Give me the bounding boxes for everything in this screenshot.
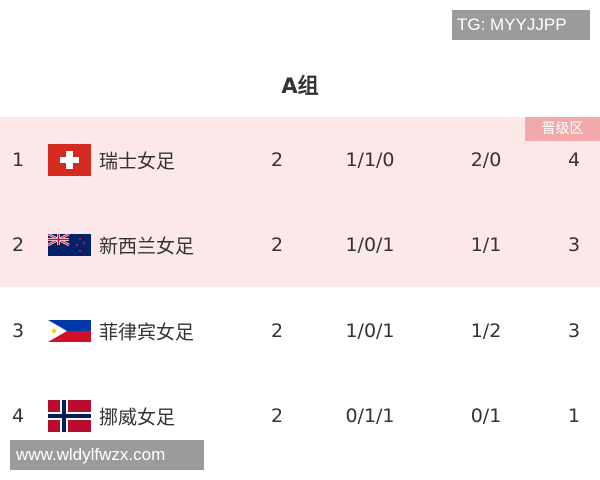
- played: 2: [270, 149, 284, 171]
- rank: 2: [12, 234, 25, 256]
- win-draw-loss: 1/0/1: [345, 234, 395, 256]
- team-name: 菲律宾女足: [99, 321, 195, 344]
- norway-flag-icon: [48, 400, 91, 432]
- win-draw-loss: 0/1/1: [345, 405, 395, 427]
- goals: 1/2: [470, 320, 502, 342]
- qualify-badge: 晋级区: [525, 117, 600, 141]
- points: 3: [567, 320, 581, 342]
- new-zealand-flag-icon: [48, 234, 91, 256]
- rank: 4: [12, 405, 25, 427]
- win-draw-loss: 1/1/0: [345, 149, 395, 171]
- rank: 3: [12, 320, 25, 342]
- played: 2: [270, 234, 284, 256]
- watermark-bottom: www.wldylfwzx.com: [10, 440, 204, 470]
- played: 2: [270, 405, 284, 427]
- points: 1: [567, 405, 581, 427]
- played: 2: [270, 320, 284, 342]
- table-row[interactable]: 2 新西兰女足 2 1/0/1 1/1 3: [0, 225, 600, 265]
- goals: 1/1: [470, 234, 502, 256]
- table-row[interactable]: 1 瑞士女足 2 1/1/0 2/0 4: [0, 140, 600, 180]
- qualification-zone: [0, 117, 600, 287]
- goals: 2/0: [470, 149, 502, 171]
- table-row[interactable]: 4 挪威女足 2 0/1/1 0/1 1: [0, 396, 600, 436]
- group-title: A组: [281, 74, 319, 98]
- goals: 0/1: [470, 405, 502, 427]
- table-row[interactable]: 3 菲律宾女足 2 1/0/1 1/2 3: [0, 311, 600, 351]
- philippines-flag-icon: [48, 320, 91, 342]
- team-name: 瑞士女足: [99, 150, 176, 173]
- win-draw-loss: 1/0/1: [345, 320, 395, 342]
- rank: 1: [12, 149, 25, 171]
- watermark-top: TG: MYYJJPP: [452, 10, 590, 40]
- points: 3: [567, 234, 581, 256]
- points: 4: [567, 149, 581, 171]
- team-name: 新西兰女足: [99, 235, 195, 258]
- switzerland-flag-icon: [48, 144, 91, 176]
- team-name: 挪威女足: [99, 406, 176, 429]
